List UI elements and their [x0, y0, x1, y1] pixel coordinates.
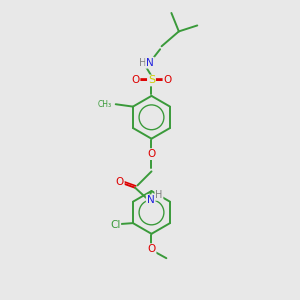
Text: O: O: [147, 244, 156, 254]
Text: O: O: [116, 177, 124, 187]
Text: O: O: [147, 149, 156, 159]
Text: N: N: [147, 195, 154, 205]
Text: O: O: [164, 76, 172, 85]
Text: Cl: Cl: [110, 220, 120, 230]
Text: CH₃: CH₃: [98, 100, 112, 109]
Text: H: H: [140, 58, 147, 68]
Text: O: O: [131, 76, 140, 85]
Text: H: H: [155, 190, 163, 200]
Text: S: S: [148, 76, 155, 85]
Text: N: N: [146, 58, 154, 68]
